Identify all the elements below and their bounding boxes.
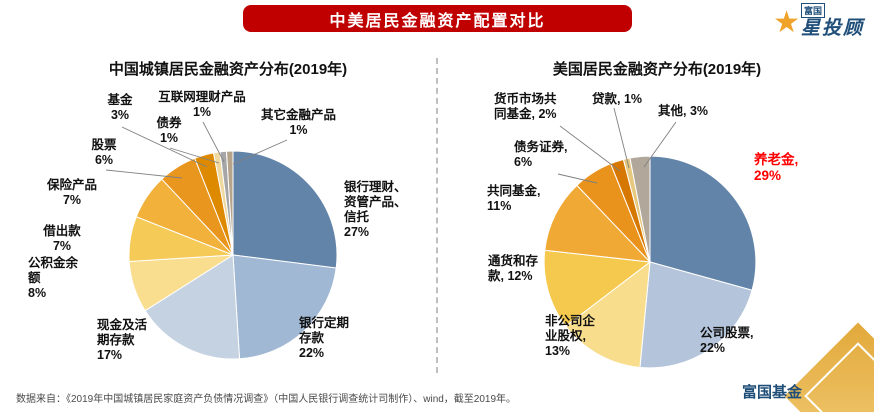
label-other-financial: 其它金融产品 1% — [260, 108, 336, 137]
pie-slice-4 — [544, 184, 652, 263]
label-internet-wm: 互联网理财产品 1% — [158, 90, 246, 119]
label-debt-securities: 债务证券, 6% — [514, 140, 568, 169]
label-insurance: 保险产品 7% — [46, 178, 97, 207]
pie-slice-0 — [232, 150, 338, 269]
us-pie-chart — [543, 155, 757, 369]
label-housing-fund: 公积金余 额 8% — [28, 256, 79, 300]
label-mutual-funds: 共同基金, 11% — [487, 184, 541, 213]
label-bonds: 债券 1% — [156, 116, 182, 145]
us-chart-title: 美国居民金融资产分布(2019年) — [552, 61, 762, 78]
label-cash-demand-deposit: 现金及活 期存款 17% — [97, 318, 148, 362]
panel-divider — [436, 58, 438, 373]
source-note: 数据来自：《2019年中国城镇居民家庭资产负债情况调查》（中国人民银行调查统计司… — [16, 394, 517, 405]
pie-slice-3 — [543, 249, 652, 327]
pie-slice-1 — [639, 261, 753, 369]
label-bank-wm-trust: 银行理财、 资管产品、 信托 27% — [344, 180, 407, 239]
brand-main-text: 星投顾 — [800, 18, 864, 39]
star-icon: ★ — [773, 6, 800, 39]
label-loans: 贷款, 1% — [592, 92, 643, 106]
page-title: 中美居民金融资产配置对比 — [243, 5, 632, 32]
label-pension: 养老金, 29% — [754, 152, 799, 184]
label-time-deposit: 银行定期 存款 22% — [299, 316, 350, 360]
label-mmf: 货币市场共 同基金, 2% — [494, 92, 557, 121]
label-funds: 基金 3% — [107, 93, 133, 122]
label-currency-deposits: 通货和存 款, 12% — [488, 254, 539, 283]
label-noncorporate-equity: 非公司企 业股权, 13% — [545, 314, 596, 358]
label-corporate-equity: 公司股票, 22% — [700, 326, 754, 355]
brand-small-text: 富国 — [800, 3, 825, 18]
label-loans-out: 借出款 7% — [43, 224, 81, 253]
china-pie-chart — [128, 150, 338, 360]
china-chart-title: 中国城镇居民金融资产分布(2019年) — [108, 61, 348, 78]
label-stocks: 股票 6% — [91, 138, 117, 167]
pie-slice-2 — [144, 254, 241, 360]
label-others: 其他, 3% — [658, 104, 709, 118]
fullgoal-fund-logo: 富国基金 — [694, 292, 874, 412]
fullgoal-fund-text: 富国基金 — [741, 384, 802, 401]
pie-slice-2 — [565, 260, 651, 368]
xingtougu-logo: ★ 富国 星投顾 — [773, 3, 864, 38]
pie-slice-1 — [232, 254, 337, 360]
